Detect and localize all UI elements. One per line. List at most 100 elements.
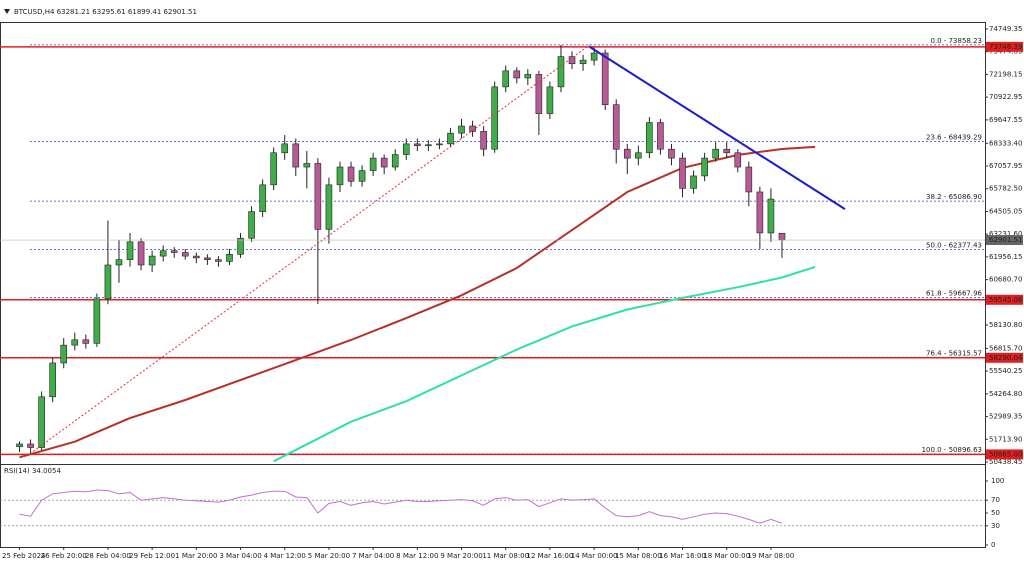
rsi-line [19,489,783,524]
level-label: 59545.06 [989,296,1023,304]
x-tick-label: 8 Mar 12:00 [396,552,438,560]
y-tick-label: 67057.95 [989,162,1022,170]
candle-body [159,250,167,257]
level-label: 73746.39 [989,43,1022,51]
fib-label: 76.4 - 56315.57 [926,349,982,357]
moving-average [19,145,816,459]
candle-body [148,255,156,266]
y-tick-label: 54264.80 [989,390,1022,398]
x-tick-label: 7 Mar 04:00 [352,552,394,560]
candle-body [259,184,266,212]
rsi-tick-label: 50 [991,509,1000,517]
candle-body [325,184,333,230]
x-tick-label: 25 Feb 2024 [2,552,46,560]
rsi-title: RSI(14) 34.0054 [4,467,61,475]
candle-body [723,148,731,154]
x-tick-label: 11 Mar 08:00 [482,552,529,560]
candle-body [414,143,421,146]
candle-body [27,443,34,448]
candle-body [38,396,45,448]
candle-body [590,52,598,61]
y-tick-label: 60680.70 [989,276,1022,284]
fib-label: 0.0 - 73858.23 [930,37,982,45]
x-tick-label: 29 Feb 12:00 [129,552,175,560]
moving-average [273,265,816,463]
candle-body [756,191,764,234]
y-tick-label: 61956.15 [989,253,1022,261]
trendline [29,44,590,455]
level-tag [986,294,1023,305]
candle-body [612,104,620,150]
rsi-tick-label: 0 [991,541,995,549]
frame [0,22,986,548]
x-tick-label: 15 Mar 08:00 [615,552,662,560]
candle-body [668,148,675,159]
candle-body [380,157,388,168]
candle-body [237,237,244,255]
fib-label: 23.6 - 68439.29 [926,133,982,141]
candle-body [402,143,410,155]
x-tick-label: 14 Mar 00:00 [571,552,618,560]
y-tick-label: 50438.45 [989,458,1022,466]
candle-body [480,131,487,150]
candle-body [181,252,189,257]
candle-body [170,250,178,253]
y-tick-label: 70922.95 [989,93,1022,101]
y-tick-label: 51713.90 [989,435,1022,443]
candle-body [557,56,565,88]
candle-body [226,253,233,262]
rsi-tick-label: 70 [991,496,1000,504]
candle-body [447,132,454,145]
y-tick-label: 64505.05 [989,207,1022,215]
y-tick-label: 68333.40 [989,139,1022,147]
x-tick-label: 3 Mar 04:00 [219,552,261,560]
candle-body [679,157,686,189]
candle-body [292,143,300,168]
fib-label: 100.0 - 50896.63 [922,446,982,454]
fib-label: 50.0 - 62377.43 [926,241,982,249]
candle-body [436,143,443,146]
level-label: 50865.00 [989,450,1022,458]
candle-body [623,148,631,159]
x-tick-label: 18 Mar 00:00 [703,552,750,560]
candle-body [303,163,311,168]
candle-body [546,86,554,114]
y-tick-label: 58130.80 [989,321,1022,329]
candle-body [646,122,653,154]
candle-body [657,122,664,150]
x-tick-label: 5 Mar 20:00 [308,552,350,560]
candle-body [425,144,432,147]
level-tag [986,352,1023,363]
candle-body [358,170,366,182]
chart-title: BTCUSD,H4 63281.21 63295.61 61899.41 629… [14,8,197,16]
level-tag [986,41,1023,52]
candle-body [712,148,719,159]
x-tick-label: 4 Mar 12:00 [264,552,306,560]
y-tick-label: 74749.35 [989,25,1022,33]
y-tick-label: 52989.35 [989,413,1022,421]
candle-body [49,362,56,398]
price-label: 62901.51 [989,236,1022,244]
x-tick-label: 16 Mar 16:00 [659,552,706,560]
candle-body [778,232,786,241]
candle-body [701,157,708,177]
candle-body [16,443,23,447]
candle-body [568,56,576,65]
fib-label: 38.2 - 65086.90 [926,193,982,201]
candle-body [126,241,134,260]
x-tick-label: 12 Mar 16:00 [527,552,574,560]
candle-body [524,74,532,79]
rsi-tick-label: 100 [991,477,1004,485]
candle-body [601,52,609,105]
icon [4,9,10,14]
rsi-tick-label: 30 [991,522,1000,530]
candle-body [734,152,742,168]
candle-body [469,125,476,132]
candle-body [71,339,79,346]
trendline [589,46,846,210]
candle-body [193,255,200,259]
candle-body [369,157,377,171]
candle-body [579,59,587,65]
x-tick-label: 26 Feb 20:00 [41,552,87,560]
candle-body [535,74,543,114]
